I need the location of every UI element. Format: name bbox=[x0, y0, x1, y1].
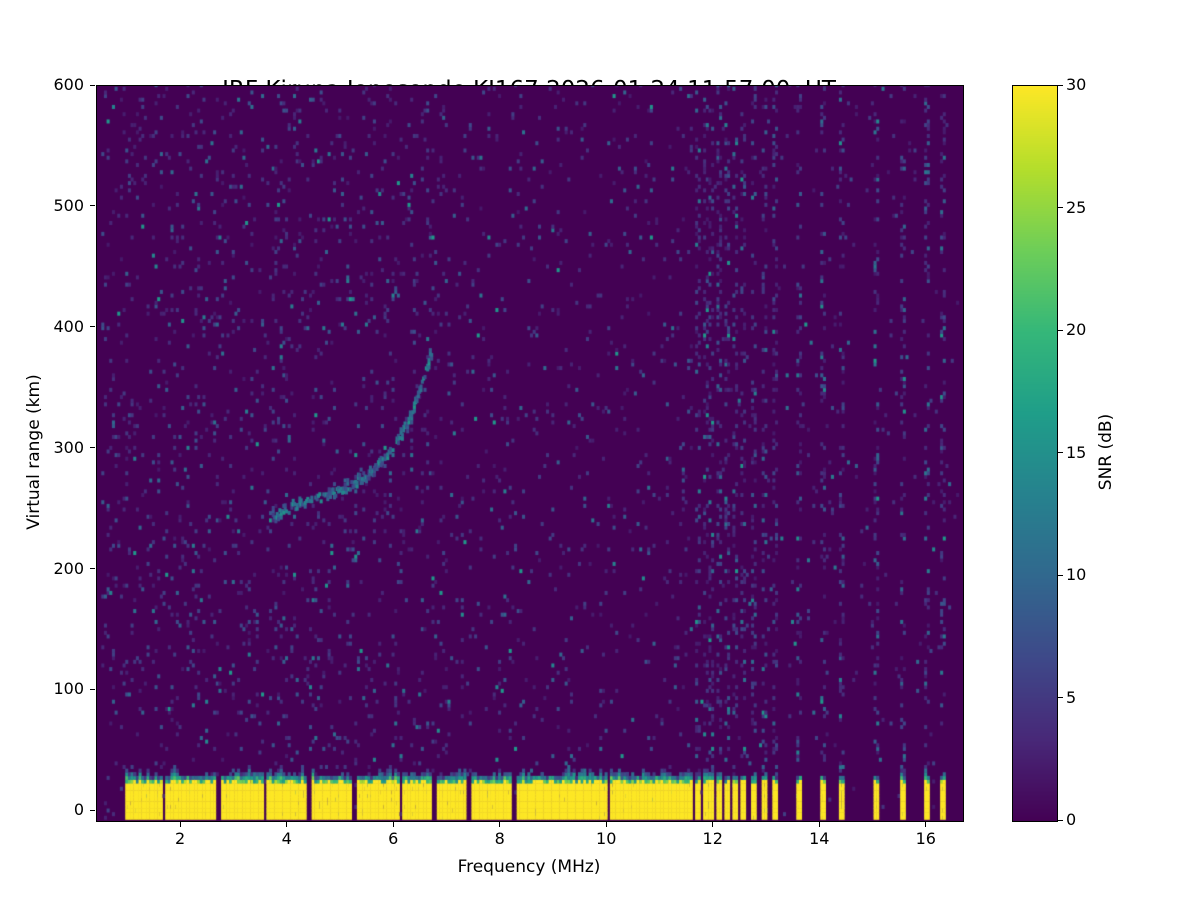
x-tick-mark bbox=[818, 822, 820, 827]
colorbar-tick-label: 15 bbox=[1066, 442, 1087, 462]
x-tick-label: 6 bbox=[388, 829, 399, 848]
colorbar-tick-mark bbox=[1058, 84, 1063, 86]
y-tick-mark bbox=[90, 447, 95, 449]
y-tick-label: 100 bbox=[53, 679, 84, 699]
y-tick-mark bbox=[90, 84, 95, 86]
colorbar-label: SNR (dB) bbox=[1096, 413, 1116, 491]
y-tick-mark bbox=[90, 326, 95, 328]
y-tick-label: 300 bbox=[53, 437, 84, 457]
x-tick-label: 16 bbox=[915, 829, 936, 848]
x-tick-label: 10 bbox=[596, 829, 617, 848]
colorbar-tick-label: 30 bbox=[1066, 75, 1087, 94]
colorbar-tick-mark bbox=[1058, 329, 1063, 331]
x-tick-label: 4 bbox=[281, 829, 292, 848]
colorbar-tick-mark bbox=[1058, 452, 1063, 453]
y-tick-label: 500 bbox=[53, 195, 84, 215]
x-tick-mark bbox=[712, 822, 714, 827]
colorbar-tick-mark bbox=[1058, 574, 1063, 576]
x-axis-label: Frequency (MHz) bbox=[457, 857, 601, 877]
colorbar-tick-mark bbox=[1058, 819, 1063, 821]
colorbar bbox=[1012, 85, 1058, 822]
x-tick-label: 2 bbox=[175, 829, 186, 848]
y-tick-label: 600 bbox=[53, 75, 84, 94]
x-tick-mark bbox=[605, 822, 607, 827]
colorbar-tick-label: 25 bbox=[1066, 197, 1087, 217]
colorbar-tick-mark bbox=[1058, 697, 1063, 698]
x-tick-mark bbox=[499, 822, 501, 827]
y-tick-label: 0 bbox=[73, 800, 84, 820]
x-tick-label: 8 bbox=[494, 829, 505, 848]
y-tick-mark bbox=[90, 688, 95, 690]
x-tick-mark bbox=[392, 822, 394, 827]
y-tick-mark bbox=[90, 568, 95, 570]
ionogram-heatmap-canvas bbox=[97, 86, 963, 821]
x-tick-mark bbox=[286, 822, 288, 827]
x-tick-mark bbox=[925, 822, 927, 827]
colorbar-tick-label: 0 bbox=[1066, 810, 1077, 829]
x-tick-label: 12 bbox=[702, 829, 723, 848]
x-tick-label: 14 bbox=[809, 829, 830, 848]
colorbar-tick-label: 20 bbox=[1066, 320, 1087, 339]
plot-area bbox=[96, 85, 964, 822]
colorbar-tick-label: 10 bbox=[1066, 565, 1087, 584]
y-tick-label: 200 bbox=[53, 558, 84, 578]
colorbar-gradient-canvas bbox=[1013, 86, 1057, 821]
y-tick-mark bbox=[90, 205, 95, 207]
colorbar-tick-label: 5 bbox=[1066, 687, 1077, 707]
x-tick-mark bbox=[179, 822, 181, 827]
y-tick-mark bbox=[90, 809, 95, 811]
colorbar-tick-mark bbox=[1058, 207, 1063, 208]
y-tick-label: 400 bbox=[53, 316, 84, 336]
